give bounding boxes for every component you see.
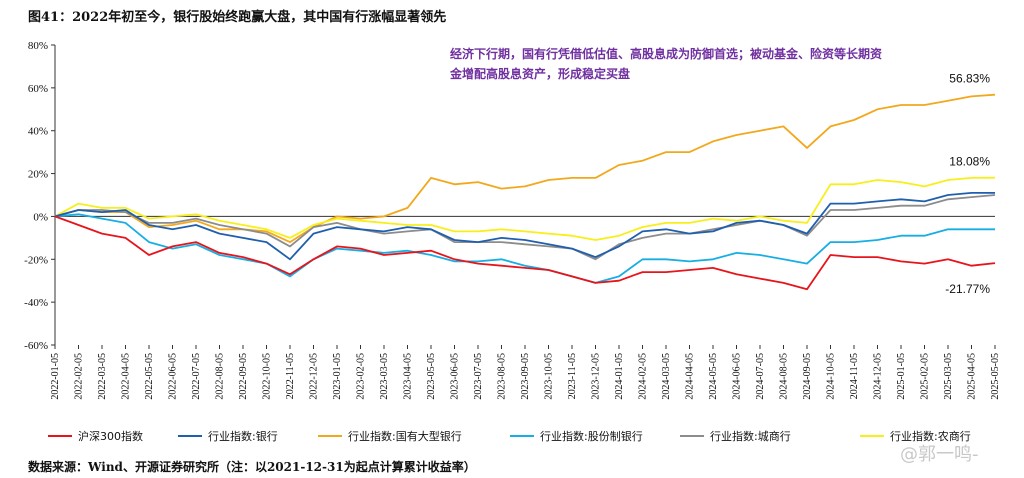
end-labels: 56.83% 18.08% -21.77%: [945, 72, 990, 296]
x-tick-label: 2025-01-05: [896, 353, 907, 400]
y-tick-label: 0%: [33, 211, 48, 223]
x-tick-label: 2024-02-05: [638, 353, 649, 400]
legend-label: 行业指数:城商行: [710, 429, 791, 443]
chart-title: 图41：2022年初至今，银行股始终跑赢大盘，其中国有行涨幅显著领先: [28, 10, 447, 25]
y-tick-label: -40%: [24, 297, 48, 309]
end-value-label: 18.08%: [949, 155, 990, 169]
y-tick-label: -60%: [24, 340, 48, 352]
series-line-1: [54, 191, 995, 261]
x-tick-label: 2022-07-05: [191, 353, 202, 400]
series-lines: [54, 93, 996, 291]
x-tick-label: 2023-03-05: [379, 353, 390, 400]
x-tick-label: 2024-12-05: [873, 353, 884, 400]
x-tick-label: 2022-06-05: [168, 353, 179, 400]
chart-annotation: 经济下行期，国有行凭借低估值、高股息成为防御首选；被动基金、险资等长期资金增配高…: [450, 47, 883, 81]
source-note: 数据来源：Wind、开源证券研究所（注：以2021-12-31为起点计算累计收益…: [28, 460, 476, 474]
x-tick-label: 2024-03-05: [661, 353, 672, 400]
axes: 80% 60% 40% 20% 0% -20% -40% -60%2022-01-05 2022…: [24, 40, 1001, 400]
x-tick-label: 2024-01-05: [614, 353, 625, 400]
x-tick-label: 2025-03-05: [943, 353, 954, 400]
x-tick-label: 2024-04-05: [685, 353, 696, 400]
x-tick-label: 2025-02-05: [920, 353, 931, 400]
x-tick-label: 2025-04-05: [967, 353, 978, 400]
x-tick-label: 2024-11-05: [849, 353, 860, 399]
end-value-label: -21.77%: [945, 282, 990, 296]
x-tick-label: 2022-11-05: [285, 353, 296, 399]
x-tick-label: 2023-01-05: [332, 353, 343, 400]
end-value-label: 56.83%: [949, 72, 990, 86]
x-tick-label: 2025-05-05: [990, 353, 1001, 400]
y-tick-label: -20%: [24, 254, 48, 266]
x-tick-label: 2024-05-05: [708, 353, 719, 400]
x-tick-label: 2022-10-05: [262, 353, 273, 400]
legend-label: 行业指数:银行: [208, 429, 278, 443]
series-line-0: [54, 215, 996, 291]
x-tick-label: 2022-05-05: [144, 353, 155, 400]
series-line-5: [54, 176, 996, 241]
x-tick-label: 2023-11-05: [567, 353, 578, 399]
x-tick-label: 2023-12-05: [591, 353, 602, 400]
y-tick-label: 40%: [28, 126, 48, 138]
x-tick-label: 2022-08-05: [215, 353, 226, 400]
x-tick-label: 2023-02-05: [356, 353, 367, 400]
x-tick-label: 2023-07-05: [473, 353, 484, 400]
x-tick-label: 2024-08-05: [779, 353, 790, 400]
series-line-3: [54, 213, 995, 284]
x-tick-label: 2023-09-05: [520, 353, 531, 400]
series-line-2: [54, 93, 996, 244]
x-tick-label: 2024-07-05: [755, 353, 766, 400]
x-tick-label: 2023-06-05: [450, 353, 461, 400]
x-tick-label: 2022-02-05: [74, 353, 85, 400]
legend-label: 行业指数:农商行: [890, 429, 971, 443]
x-tick-label: 2023-08-05: [497, 353, 508, 400]
legend-label: 行业指数:股份制银行: [540, 429, 643, 443]
x-tick-label: 2022-09-05: [238, 353, 249, 400]
watermark: @郭一鸣-: [900, 444, 979, 465]
y-tick-label: 20%: [28, 169, 48, 181]
x-tick-label: 2024-10-05: [826, 353, 837, 400]
series-line-4: [54, 194, 996, 261]
x-tick-label: 2023-10-05: [544, 353, 555, 400]
legend-label: 行业指数:国有大型银行: [348, 429, 462, 443]
x-tick-label: 2022-03-05: [97, 353, 108, 400]
x-tick-label: 2023-04-05: [403, 353, 414, 400]
x-tick-label: 2022-01-05: [50, 353, 61, 400]
y-tick-label: 60%: [28, 83, 48, 95]
x-tick-label: 2022-04-05: [121, 353, 132, 400]
legend-label: 沪深300指数: [78, 429, 143, 443]
x-tick-label: 2022-12-05: [309, 353, 320, 400]
y-tick-label: 80%: [28, 40, 48, 52]
x-tick-label: 2023-05-05: [426, 353, 437, 400]
x-tick-label: 2024-09-05: [802, 353, 813, 400]
legend: 沪深300指数 行业指数:银行 行业指数:国有大型银行 行业指数:股份制银行 行业指数:…: [48, 429, 971, 443]
x-tick-label: 2024-06-05: [732, 353, 743, 400]
